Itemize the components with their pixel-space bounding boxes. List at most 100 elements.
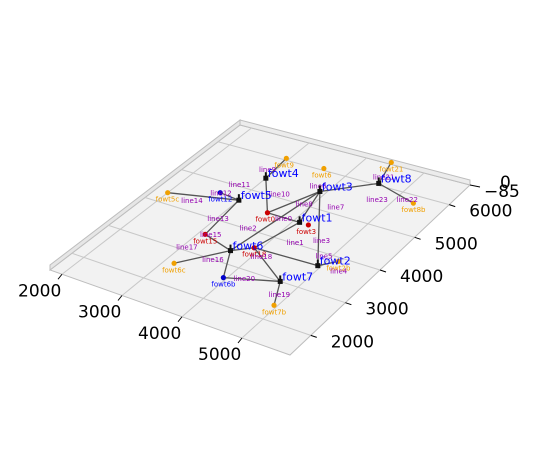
- y-tick-mark: [310, 334, 317, 338]
- mooring-lines: [167, 157, 414, 306]
- turbine-marker: [317, 188, 323, 194]
- anchor-label: fowt3: [296, 228, 316, 236]
- plot-marks: fowt0fowt3fowt15fowt18fowt12fowt6bfowt6f…: [156, 155, 426, 316]
- turbine-label: fowt8: [381, 172, 412, 185]
- anchor-label: fowt8b: [401, 206, 426, 214]
- x-tick-mark: [117, 295, 123, 301]
- anchor-point: [335, 258, 341, 265]
- axis-panes: [48, 118, 471, 356]
- x-tick-label: 4000: [138, 324, 181, 344]
- anchor-label: fowt18: [242, 251, 266, 259]
- anchor-point: [305, 222, 311, 228]
- mooring-line: [319, 182, 379, 193]
- x-tick-mark: [57, 273, 63, 280]
- mooring-line: [222, 250, 232, 278]
- y-tick-mark: [379, 269, 387, 273]
- anchor-point: [171, 260, 177, 266]
- grid-line-y: [71, 252, 311, 336]
- anchor-label: fowt21: [379, 165, 403, 173]
- mooring-line: [253, 221, 300, 249]
- y-tick-label: 3000: [365, 300, 408, 320]
- x-tick-label: 3000: [78, 303, 121, 323]
- anchor-label: fowt6c: [162, 266, 186, 274]
- line-label: line18: [251, 253, 273, 261]
- mooring-line: [267, 212, 300, 223]
- mooring-line: [223, 276, 281, 283]
- anchor-point: [283, 155, 289, 161]
- x-tick-mark: [177, 316, 183, 323]
- mooring-line: [167, 192, 239, 201]
- grid-line-y: [144, 197, 381, 271]
- y-tick-label: 6000: [469, 202, 512, 222]
- mooring-line: [219, 192, 240, 201]
- grid-line-y: [217, 141, 450, 206]
- y-tick-label: 2000: [331, 332, 374, 352]
- mooring-line: [317, 191, 321, 266]
- line-label: line2: [240, 225, 257, 233]
- anchor-point: [165, 190, 171, 196]
- turbine-label: fowt6: [233, 240, 264, 253]
- anchor-point: [410, 200, 416, 206]
- line-label: line20: [234, 275, 256, 283]
- anchor-label: fowt7b: [262, 308, 287, 316]
- anchor-label: fowt0: [255, 216, 275, 224]
- line-label: line8: [296, 201, 313, 209]
- side-wall-pane: [239, 119, 471, 186]
- mooring-line: [204, 199, 240, 235]
- turbine-marker: [315, 263, 321, 269]
- anchor-label: fowt6b: [211, 281, 236, 289]
- line-label: line5: [315, 252, 332, 260]
- mooring-line: [230, 190, 321, 252]
- anchor-point: [321, 165, 327, 172]
- mooring-line: [267, 190, 321, 214]
- anchor-point: [217, 190, 223, 196]
- anchor-point: [388, 159, 394, 166]
- line-label: line6: [309, 182, 327, 190]
- turbine-label: fowt3: [322, 180, 353, 193]
- y-tick-label: 5000: [435, 234, 478, 254]
- grid-lines: [61, 127, 450, 339]
- line-label: line3: [313, 237, 330, 245]
- grid-line-y: [181, 169, 415, 238]
- line-label: line23: [366, 196, 388, 204]
- line-label: line16: [202, 256, 224, 264]
- mooring-line: [253, 247, 281, 282]
- x-tick-mark: [237, 337, 243, 344]
- line-label: line10: [268, 191, 290, 199]
- line-label: line14: [181, 197, 203, 205]
- y-tick-label: 4000: [400, 267, 443, 287]
- mooring-line: [173, 249, 231, 264]
- line-label: line19: [269, 291, 291, 299]
- z-tick-label: 0: [500, 173, 511, 193]
- mooring-line: [253, 247, 318, 267]
- mooring-line: [204, 233, 231, 252]
- turbine-label: fowt7: [282, 270, 313, 283]
- mooring-line: [317, 260, 339, 267]
- y-tick-mark: [345, 302, 352, 306]
- turbine-marker: [263, 175, 269, 181]
- line-label: line7: [327, 204, 344, 212]
- turbine-label: fowt1: [302, 211, 333, 224]
- anchor-label: fowt2b: [326, 264, 351, 272]
- z-tick-mark: [469, 184, 481, 188]
- x-tick-label: 5000: [198, 345, 241, 365]
- mooring-line: [230, 247, 255, 252]
- mooring-line: [299, 191, 321, 223]
- mooring-line: [265, 157, 287, 179]
- line-label: line1: [287, 239, 304, 247]
- line-label: line11: [229, 181, 251, 189]
- line-label: line17: [176, 244, 198, 252]
- anchor-point: [202, 231, 208, 237]
- mooring-line: [378, 182, 414, 204]
- y-tick-mark: [449, 204, 456, 208]
- line-label: line9: [259, 166, 276, 174]
- turbine-marker: [376, 180, 382, 186]
- line-label: line21: [373, 173, 395, 181]
- line-label: line13: [207, 215, 229, 223]
- line-label: line4: [330, 268, 348, 276]
- z-tick-label: −85: [484, 182, 520, 202]
- turbine-label: fowt2: [320, 255, 351, 268]
- turbine-marker: [277, 278, 283, 284]
- y-tick-mark: [414, 236, 421, 240]
